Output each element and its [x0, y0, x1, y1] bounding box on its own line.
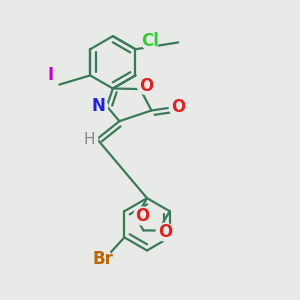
Text: H: H: [83, 131, 94, 146]
Circle shape: [156, 223, 174, 241]
Circle shape: [94, 250, 112, 268]
Circle shape: [134, 207, 151, 225]
Text: O: O: [158, 223, 172, 241]
Circle shape: [137, 76, 155, 94]
Circle shape: [80, 130, 98, 148]
Text: O: O: [135, 207, 149, 225]
Text: N: N: [92, 97, 106, 115]
Text: Br: Br: [92, 250, 113, 268]
Text: O: O: [171, 98, 185, 116]
Circle shape: [41, 67, 59, 84]
Text: I: I: [47, 66, 53, 84]
Text: O: O: [139, 76, 153, 94]
Circle shape: [141, 32, 159, 50]
Circle shape: [169, 99, 187, 116]
Text: Cl: Cl: [141, 32, 159, 50]
Circle shape: [90, 98, 107, 115]
